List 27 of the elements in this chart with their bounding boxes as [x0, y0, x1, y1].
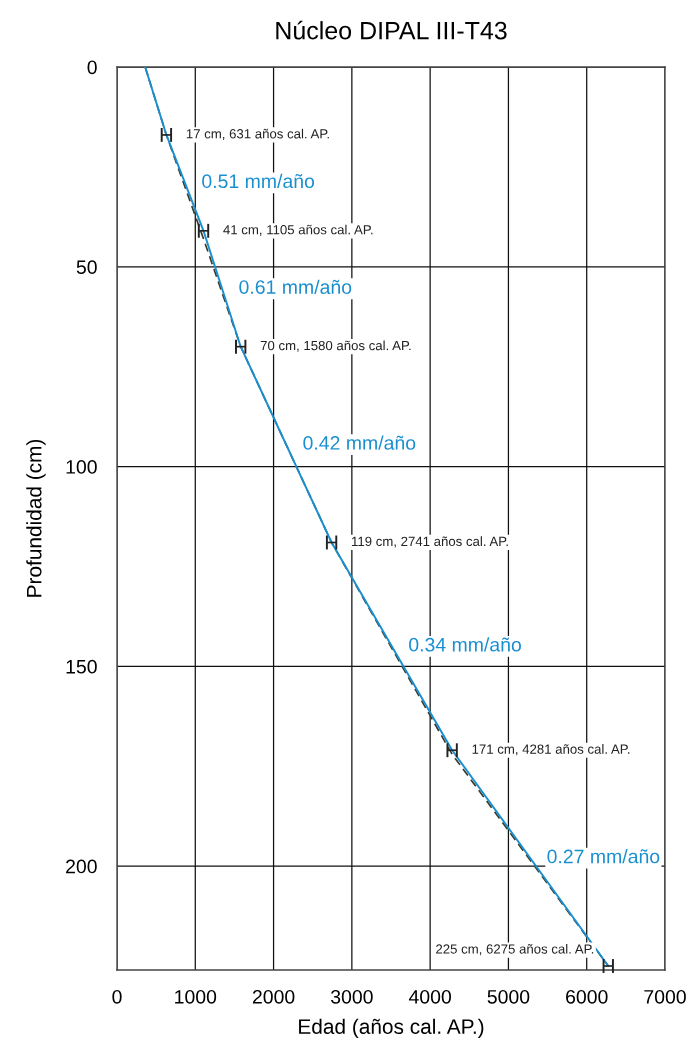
x-tick-label: 5000 — [487, 989, 530, 1004]
x-tick-label: 1000 — [175, 989, 217, 1004]
annotation: 0.27 mm/año — [547, 849, 660, 864]
y-tick-label: 0 — [87, 60, 97, 75]
data-label: 41 cm, 1105 años cal. AP. — [223, 224, 373, 236]
annotation: 0.42 mm/año — [303, 435, 416, 450]
data-label: 171 cm, 4281 años cal. AP. — [472, 744, 630, 756]
y-tick-label: 200 — [66, 859, 97, 874]
x-tick-label: 4000 — [408, 989, 452, 1004]
annotation: 0.34 mm/año — [409, 637, 521, 652]
x-tick-label: 0 — [112, 989, 122, 1004]
x-tick-label: 7000 — [644, 989, 686, 1004]
x-tick-label: 2000 — [252, 989, 295, 1004]
data-label: 225 cm, 6275 años cal. AP. — [436, 943, 594, 956]
y-tick-label: 50 — [76, 260, 97, 275]
data-label: 119 cm, 2741 años cal. AP. — [352, 536, 508, 548]
y-tick-label: 100 — [66, 460, 97, 474]
annotation: 0.61 mm/año — [239, 279, 352, 294]
data-label: 17 cm, 631 años cal. AP. — [186, 128, 329, 141]
annotation: 0.51 mm/año — [202, 173, 315, 189]
chart-title: Núcleo DIPAL III-T43 — [276, 20, 507, 40]
x-tick-label: 3000 — [330, 989, 373, 1004]
data-label: 70 cm, 1580 años cal. AP. — [260, 340, 411, 352]
x-tick-label: 6000 — [566, 989, 608, 1004]
y-axis-title: Profundidad (cm) — [26, 439, 46, 597]
y-tick-label: 150 — [66, 659, 97, 674]
x-axis-title: Edad (años cal. AP.) — [299, 1018, 484, 1039]
